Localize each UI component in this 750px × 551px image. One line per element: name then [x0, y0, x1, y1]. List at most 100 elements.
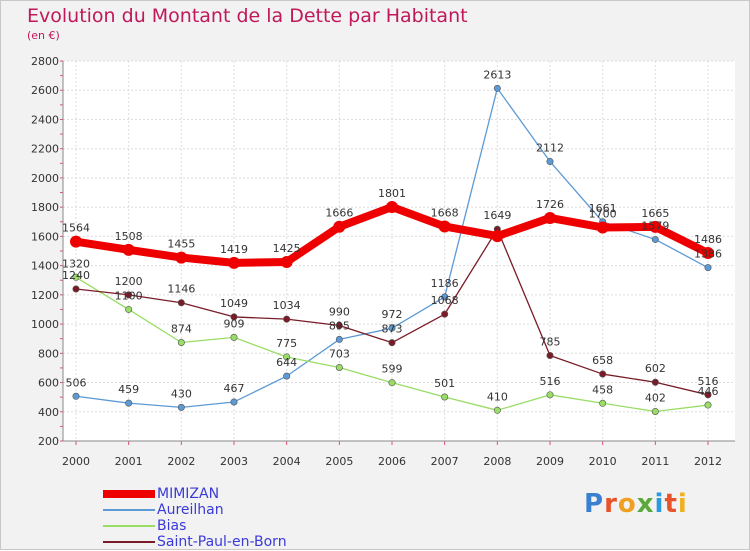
y-tick-label: 1400 [31, 260, 59, 273]
legend-label: MIMIZAN [157, 486, 220, 502]
data-point [335, 322, 343, 330]
data-label: 402 [645, 391, 666, 404]
legend-item: Saint-Paul-en-Born [103, 534, 287, 550]
data-label: 1386 [694, 248, 722, 261]
data-point [386, 201, 398, 214]
data-point [441, 393, 449, 401]
data-label: 1068 [431, 294, 459, 307]
data-point [177, 338, 185, 346]
data-point [333, 220, 346, 233]
proxiti-logo: Proxiti [584, 489, 688, 519]
x-tick-label: 2000 [62, 455, 90, 468]
data-label: 506 [66, 376, 87, 389]
data-point [651, 407, 659, 415]
data-label: 1049 [220, 297, 248, 310]
data-label: 602 [645, 362, 666, 375]
y-tick-label: 800 [38, 347, 59, 360]
data-point [704, 264, 712, 272]
x-tick-label: 2009 [536, 455, 564, 468]
data-point [651, 235, 659, 243]
data-label: 599 [382, 363, 403, 376]
data-label: 775 [276, 337, 297, 350]
x-tick-label: 2011 [641, 455, 669, 468]
legend-item: Aureilhan [103, 502, 224, 518]
chart-subtitle: (en €) [27, 29, 60, 42]
data-point [491, 230, 504, 243]
data-label: 1508 [115, 230, 143, 243]
data-point [125, 399, 133, 407]
data-point [177, 299, 185, 307]
data-point [230, 313, 238, 321]
x-tick-label: 2008 [483, 455, 511, 468]
data-label: 1034 [273, 299, 301, 312]
data-label: 2613 [483, 68, 511, 81]
data-label: 874 [171, 322, 192, 335]
y-tick-label: 1600 [31, 230, 59, 243]
x-tick-label: 2001 [115, 455, 143, 468]
y-tick-label: 400 [38, 406, 59, 419]
data-point [493, 84, 501, 92]
data-label: 1665 [641, 207, 669, 220]
data-point [441, 293, 449, 301]
y-tick-label: 600 [38, 377, 59, 390]
data-label: 430 [171, 387, 192, 400]
data-label: 467 [224, 382, 245, 395]
data-label: 895 [329, 319, 350, 332]
data-label: 1649 [483, 209, 511, 222]
data-point [649, 220, 662, 233]
logo-letter: i [677, 489, 688, 519]
data-label: 990 [329, 306, 350, 319]
data-label: 703 [329, 347, 350, 360]
y-tick-label: 1200 [31, 289, 59, 302]
data-label: 1661 [589, 202, 617, 215]
logo-letter: i [654, 489, 665, 519]
data-point [704, 401, 712, 409]
legend-swatch [103, 509, 155, 511]
data-label: 972 [382, 308, 403, 321]
y-tick-label: 1800 [31, 201, 59, 214]
data-point [70, 235, 82, 248]
data-point [388, 339, 396, 347]
legend-label: Bias [157, 518, 187, 534]
logo-letter: t [664, 489, 678, 519]
data-label: 1700 [589, 207, 617, 220]
legend-label: Saint-Paul-en-Born [157, 534, 287, 550]
legend-swatch [103, 490, 155, 498]
y-tick-label: 2400 [31, 113, 59, 126]
data-point [335, 363, 343, 371]
data-point [335, 335, 343, 343]
data-point [283, 353, 291, 361]
logo-letter: P [584, 489, 605, 519]
data-label: 1240 [62, 269, 90, 282]
data-point [125, 305, 133, 313]
data-point [546, 391, 554, 399]
data-point [72, 392, 80, 400]
y-tick-label: 2000 [31, 172, 59, 185]
data-point [388, 324, 396, 332]
data-label: 1455 [167, 238, 195, 251]
legend-label: Aureilhan [157, 502, 224, 518]
data-label: 516 [698, 375, 719, 388]
x-tick-label: 2003 [220, 455, 248, 468]
data-label: 1564 [62, 222, 90, 235]
data-label: 873 [382, 323, 403, 336]
data-point [228, 256, 240, 269]
legend-item: Bias [103, 518, 186, 534]
data-label: 1726 [536, 198, 564, 211]
data-label: 1320 [62, 257, 90, 270]
chart-title: Evolution du Montant de la Dette par Hab… [27, 5, 468, 27]
data-label: 516 [540, 375, 561, 388]
data-label: 459 [118, 383, 139, 396]
x-tick-label: 2012 [694, 455, 722, 468]
data-point [702, 247, 714, 260]
data-label: 909 [224, 317, 245, 330]
data-point [546, 158, 554, 166]
data-label: 1668 [431, 206, 459, 219]
data-label: 1419 [220, 243, 248, 256]
data-label: 1666 [325, 207, 353, 220]
x-tick-label: 2010 [589, 455, 617, 468]
x-tick-label: 2006 [378, 455, 406, 468]
data-point [280, 255, 293, 268]
